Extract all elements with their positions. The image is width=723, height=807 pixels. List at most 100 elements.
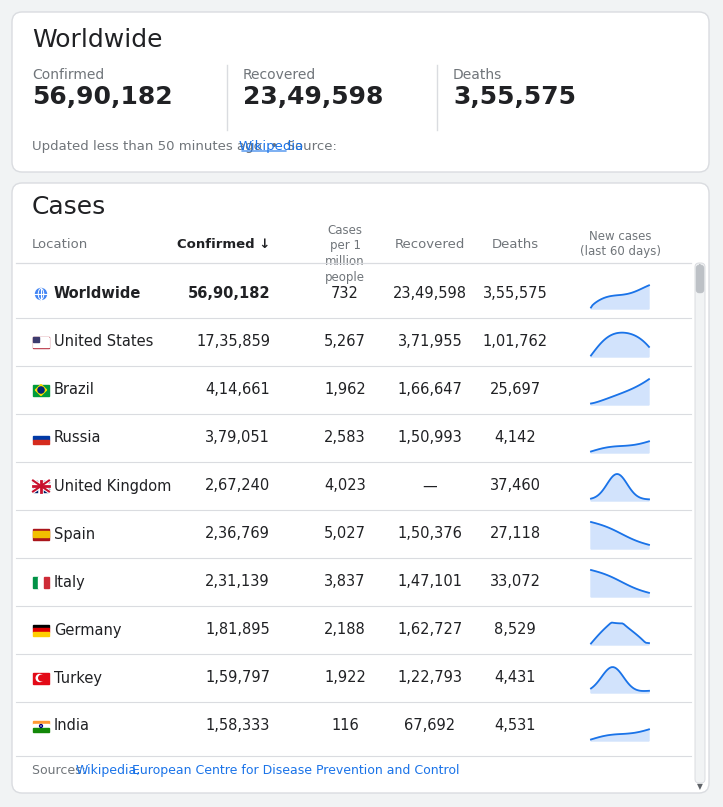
Text: Russia: Russia bbox=[54, 430, 101, 445]
Polygon shape bbox=[591, 332, 649, 357]
Text: 116: 116 bbox=[331, 718, 359, 734]
Text: Wikipedia,: Wikipedia, bbox=[76, 764, 141, 777]
Text: 1,922: 1,922 bbox=[324, 671, 366, 685]
Text: Brazil: Brazil bbox=[54, 383, 95, 398]
Polygon shape bbox=[591, 622, 649, 645]
Polygon shape bbox=[591, 379, 649, 405]
Text: 4,023: 4,023 bbox=[324, 479, 366, 494]
Text: United Kingdom: United Kingdom bbox=[54, 479, 171, 494]
Text: Germany: Germany bbox=[54, 622, 121, 638]
FancyBboxPatch shape bbox=[696, 265, 704, 293]
Bar bbox=[33, 337, 39, 342]
Text: 1,47,101: 1,47,101 bbox=[398, 575, 463, 589]
Polygon shape bbox=[591, 570, 649, 597]
Bar bbox=[33, 721, 49, 724]
Text: 1,22,793: 1,22,793 bbox=[398, 671, 463, 685]
Text: 3,55,575: 3,55,575 bbox=[483, 286, 547, 302]
Polygon shape bbox=[591, 441, 649, 453]
Text: 5,027: 5,027 bbox=[324, 526, 366, 541]
Text: 2,67,240: 2,67,240 bbox=[205, 479, 270, 494]
Text: Spain: Spain bbox=[54, 526, 95, 541]
Bar bbox=[33, 724, 49, 728]
Bar bbox=[33, 337, 49, 348]
Text: Worldwide: Worldwide bbox=[54, 286, 142, 302]
Text: Italy: Italy bbox=[54, 575, 86, 589]
Text: 1,81,895: 1,81,895 bbox=[205, 622, 270, 638]
Text: 2,188: 2,188 bbox=[324, 622, 366, 638]
Circle shape bbox=[35, 288, 46, 299]
Text: European Centre for Disease Prevention and Control: European Centre for Disease Prevention a… bbox=[132, 764, 460, 777]
Text: Worldwide: Worldwide bbox=[32, 28, 163, 52]
Bar bbox=[33, 728, 49, 731]
Text: 1,962: 1,962 bbox=[324, 383, 366, 398]
Text: 37,460: 37,460 bbox=[489, 479, 541, 494]
Circle shape bbox=[36, 675, 43, 682]
Text: 1,66,647: 1,66,647 bbox=[398, 383, 463, 398]
Text: Location: Location bbox=[32, 238, 88, 251]
Text: 33,072: 33,072 bbox=[489, 575, 541, 589]
Text: 1,59,797: 1,59,797 bbox=[205, 671, 270, 685]
Text: Cases: Cases bbox=[32, 195, 106, 219]
FancyBboxPatch shape bbox=[695, 263, 705, 783]
Bar bbox=[33, 433, 49, 436]
Text: 4,531: 4,531 bbox=[495, 718, 536, 734]
Bar bbox=[33, 384, 49, 395]
Text: —: — bbox=[423, 479, 437, 494]
Text: 4,14,661: 4,14,661 bbox=[205, 383, 270, 398]
Text: 1,62,727: 1,62,727 bbox=[398, 622, 463, 638]
Bar bbox=[33, 338, 49, 339]
Text: Wikipedia: Wikipedia bbox=[239, 140, 304, 153]
Text: 23,49,598: 23,49,598 bbox=[243, 85, 383, 109]
Text: Confirmed: Confirmed bbox=[32, 68, 104, 82]
Text: ▼: ▼ bbox=[697, 782, 703, 791]
Bar bbox=[33, 480, 49, 491]
Text: 1,50,376: 1,50,376 bbox=[398, 526, 463, 541]
Text: 17,35,859: 17,35,859 bbox=[196, 334, 270, 349]
Text: 8,529: 8,529 bbox=[494, 622, 536, 638]
Text: 2,31,139: 2,31,139 bbox=[205, 575, 270, 589]
Text: 732: 732 bbox=[331, 286, 359, 302]
Polygon shape bbox=[591, 667, 649, 693]
Text: United States: United States bbox=[54, 334, 153, 349]
Polygon shape bbox=[591, 522, 649, 549]
Text: Recovered: Recovered bbox=[395, 238, 465, 251]
Bar bbox=[33, 529, 49, 540]
Text: Turkey: Turkey bbox=[54, 671, 102, 685]
Text: ▲: ▲ bbox=[697, 262, 703, 271]
Text: 25,697: 25,697 bbox=[489, 383, 541, 398]
Text: Deaths: Deaths bbox=[492, 238, 539, 251]
Text: 3,79,051: 3,79,051 bbox=[205, 430, 270, 445]
Bar bbox=[33, 345, 49, 346]
Polygon shape bbox=[591, 474, 649, 501]
Text: 2,583: 2,583 bbox=[324, 430, 366, 445]
Text: 3,837: 3,837 bbox=[324, 575, 366, 589]
Text: 27,118: 27,118 bbox=[489, 526, 541, 541]
FancyBboxPatch shape bbox=[12, 12, 709, 172]
Text: 1,01,762: 1,01,762 bbox=[482, 334, 547, 349]
Circle shape bbox=[38, 387, 44, 393]
Bar bbox=[33, 672, 49, 684]
Text: New cases
(last 60 days): New cases (last 60 days) bbox=[580, 230, 661, 258]
Text: 4,142: 4,142 bbox=[494, 430, 536, 445]
Bar bbox=[38, 576, 43, 587]
FancyBboxPatch shape bbox=[12, 183, 709, 793]
Text: Recovered: Recovered bbox=[243, 68, 316, 82]
Text: 2,36,769: 2,36,769 bbox=[205, 526, 270, 541]
Polygon shape bbox=[591, 286, 649, 309]
Text: Deaths: Deaths bbox=[453, 68, 502, 82]
Bar bbox=[33, 576, 38, 587]
Bar bbox=[33, 436, 49, 440]
Text: Cases
per 1
million
people: Cases per 1 million people bbox=[325, 224, 365, 283]
Text: Confirmed ↓: Confirmed ↓ bbox=[176, 238, 270, 251]
Bar bbox=[33, 628, 49, 632]
Circle shape bbox=[39, 675, 44, 681]
Bar bbox=[33, 625, 49, 628]
Polygon shape bbox=[591, 730, 649, 741]
Text: 1,50,993: 1,50,993 bbox=[398, 430, 463, 445]
Text: 56,90,182: 56,90,182 bbox=[32, 85, 173, 109]
Text: 3,71,955: 3,71,955 bbox=[398, 334, 463, 349]
Bar bbox=[33, 440, 49, 444]
Text: 1,58,333: 1,58,333 bbox=[205, 718, 270, 734]
Bar bbox=[33, 632, 49, 635]
Text: 56,90,182: 56,90,182 bbox=[187, 286, 270, 302]
